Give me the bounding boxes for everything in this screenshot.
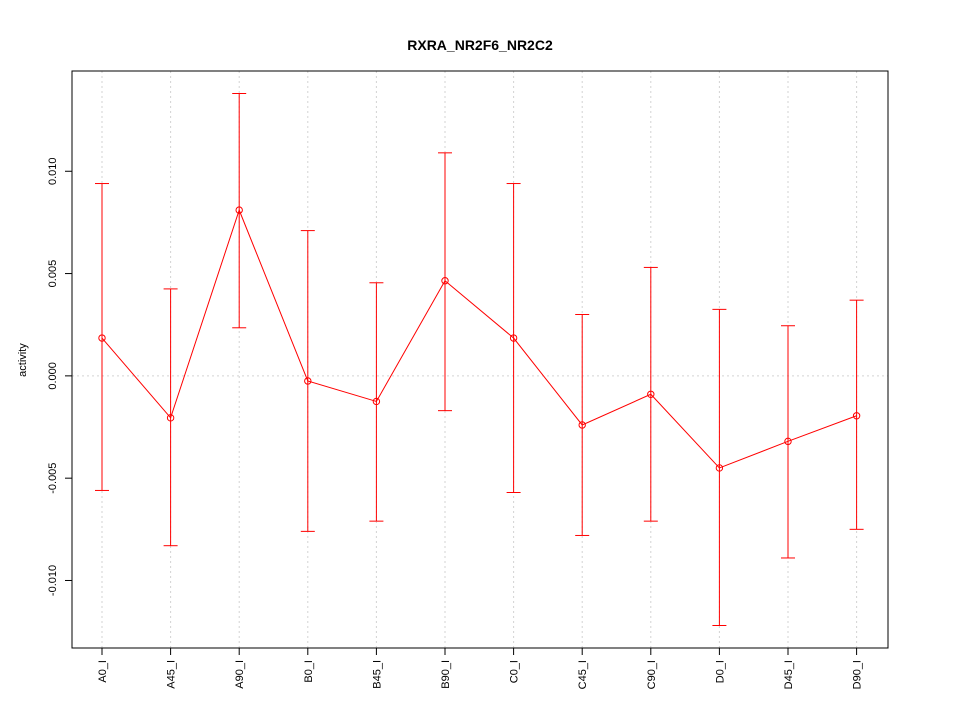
data-point bbox=[784, 437, 792, 446]
x-tick-label: D0_I bbox=[714, 660, 726, 683]
data-point bbox=[166, 414, 175, 422]
data-point bbox=[372, 397, 381, 406]
x-tick-label: D45_I bbox=[783, 660, 795, 689]
y-tick-label: 0.000 bbox=[47, 362, 59, 390]
x-tick-label: D90_I bbox=[852, 660, 864, 689]
x-tick-label: B0_I bbox=[303, 660, 315, 683]
y-tick-label: 0.010 bbox=[47, 157, 59, 185]
x-tick-label: A0_I bbox=[97, 660, 109, 683]
y-axis: -0.010 -0.005 0.000 0.005 0.010 bbox=[47, 157, 73, 596]
data-point bbox=[852, 412, 861, 420]
x-tick-label: C90_I bbox=[646, 660, 658, 689]
plot-frame bbox=[71, 70, 889, 649]
x-tick-label: B90_I bbox=[440, 660, 452, 689]
data-point bbox=[235, 206, 243, 214]
x-tick-label: C0_I bbox=[509, 660, 521, 683]
series-group bbox=[95, 93, 864, 626]
data-point bbox=[715, 464, 724, 472]
x-tick-label: A90_I bbox=[234, 660, 246, 689]
grid-lines bbox=[72, 71, 888, 648]
y-axis-label: activity bbox=[17, 343, 29, 377]
x-tick-label: A45_I bbox=[166, 660, 178, 689]
data-point bbox=[647, 390, 655, 398]
y-tick-label: -0.005 bbox=[47, 463, 59, 494]
series-line bbox=[101, 208, 857, 469]
y-tick-label: 0.005 bbox=[47, 260, 59, 288]
y-tick-label: -0.010 bbox=[47, 565, 59, 596]
data-point bbox=[578, 421, 586, 429]
data-point bbox=[509, 334, 518, 342]
chart-title: RXRA_NR2F6_NR2C2 bbox=[407, 37, 553, 53]
data-point bbox=[441, 277, 449, 285]
data-point bbox=[98, 334, 106, 342]
x-tick-label: B45_I bbox=[371, 660, 383, 689]
data-point bbox=[304, 377, 312, 385]
x-tick-label: C45_I bbox=[577, 660, 589, 689]
x-axis: A0_I A45_I A90_I B0_I B45_I B90_I C0_I C45_I C90… bbox=[97, 648, 864, 689]
